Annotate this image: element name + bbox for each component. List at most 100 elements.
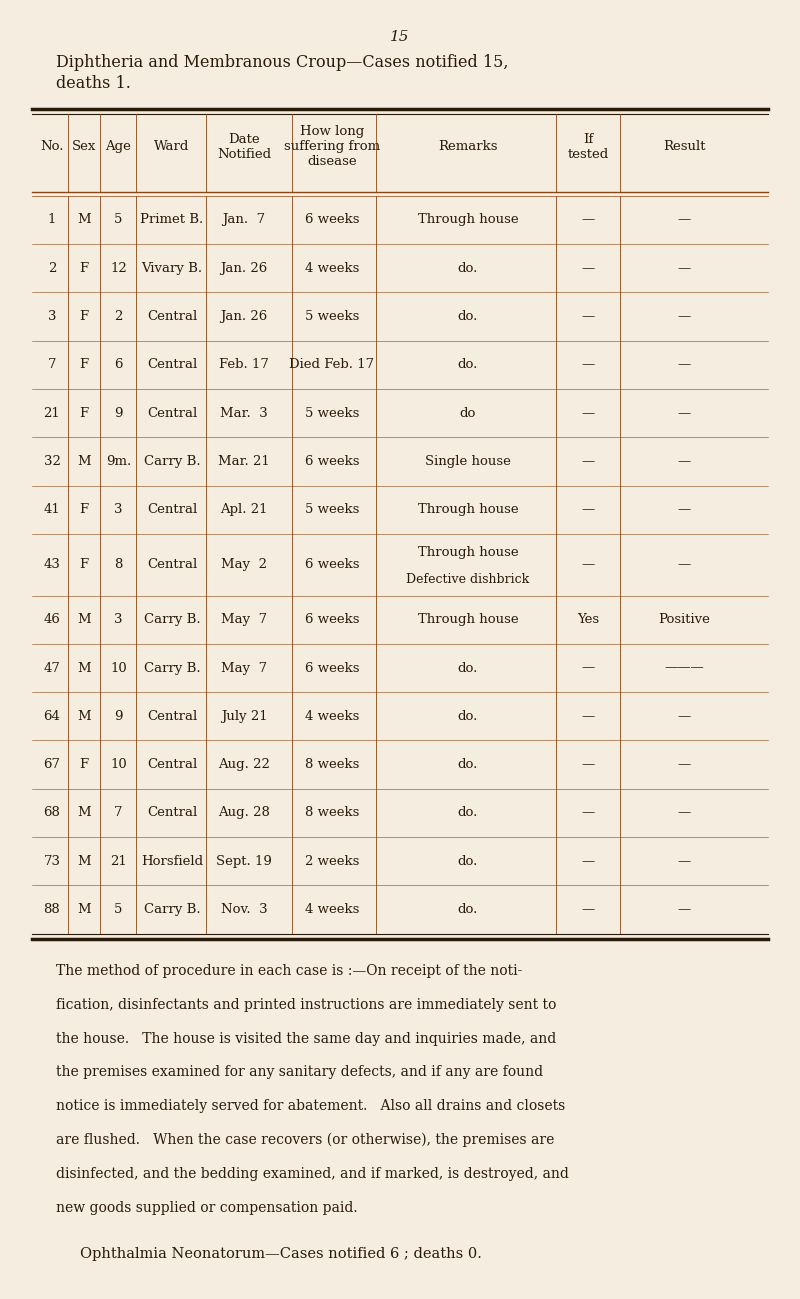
Text: —: — xyxy=(678,455,690,468)
Text: Sex: Sex xyxy=(72,140,96,153)
Text: disinfected, and the bedding examined, and if marked, is destroyed, and: disinfected, and the bedding examined, a… xyxy=(56,1167,569,1181)
Text: 9: 9 xyxy=(114,407,122,420)
Text: do.: do. xyxy=(458,359,478,372)
Text: 67: 67 xyxy=(43,759,61,772)
Text: 10: 10 xyxy=(110,661,126,674)
Text: Apl. 21: Apl. 21 xyxy=(220,503,268,516)
Text: Single house: Single house xyxy=(425,455,511,468)
Text: 1: 1 xyxy=(48,213,56,226)
Text: 2: 2 xyxy=(114,310,122,323)
Text: Through house: Through house xyxy=(418,503,518,516)
Text: Died Feb. 17: Died Feb. 17 xyxy=(290,359,374,372)
Text: —: — xyxy=(582,807,594,820)
Text: M: M xyxy=(77,709,91,722)
Text: 2: 2 xyxy=(48,261,56,274)
Text: —: — xyxy=(582,903,594,916)
Text: Central: Central xyxy=(147,709,197,722)
Text: 9: 9 xyxy=(114,709,122,722)
Text: the house.   The house is visited the same day and inquiries made, and: the house. The house is visited the same… xyxy=(56,1031,556,1046)
Text: 73: 73 xyxy=(43,855,61,868)
Text: 4 weeks: 4 weeks xyxy=(305,903,359,916)
Text: 41: 41 xyxy=(44,503,60,516)
Text: F: F xyxy=(79,503,89,516)
Text: Central: Central xyxy=(147,559,197,572)
Text: —: — xyxy=(678,407,690,420)
Text: Central: Central xyxy=(147,407,197,420)
Text: Through house: Through house xyxy=(418,213,518,226)
Text: 8: 8 xyxy=(114,559,122,572)
Text: 88: 88 xyxy=(44,903,60,916)
Text: 8 weeks: 8 weeks xyxy=(305,807,359,820)
Text: 3: 3 xyxy=(114,613,122,626)
Text: Remarks: Remarks xyxy=(438,140,498,153)
Text: Defective dishbrick: Defective dishbrick xyxy=(406,573,530,586)
Text: 4 weeks: 4 weeks xyxy=(305,261,359,274)
Text: 7: 7 xyxy=(48,359,56,372)
Text: the premises examined for any sanitary defects, and if any are found: the premises examined for any sanitary d… xyxy=(56,1065,543,1079)
Text: do.: do. xyxy=(458,903,478,916)
Text: 21: 21 xyxy=(44,407,60,420)
Text: F: F xyxy=(79,310,89,323)
Text: Nov.  3: Nov. 3 xyxy=(221,903,267,916)
Text: The method of procedure in each case is :—On receipt of the noti-: The method of procedure in each case is … xyxy=(56,964,522,978)
Text: —: — xyxy=(582,261,594,274)
Text: No.: No. xyxy=(40,140,64,153)
Text: Positive: Positive xyxy=(658,613,710,626)
Text: —: — xyxy=(582,455,594,468)
Text: 5 weeks: 5 weeks xyxy=(305,407,359,420)
Text: Ophthalmia Neonatorum—Cases notified 6 ; deaths 0.: Ophthalmia Neonatorum—Cases notified 6 ;… xyxy=(80,1247,482,1260)
Text: M: M xyxy=(77,855,91,868)
Text: 8 weeks: 8 weeks xyxy=(305,759,359,772)
Text: are flushed.   When the case recovers (or otherwise), the premises are: are flushed. When the case recovers (or … xyxy=(56,1133,554,1147)
Text: 6 weeks: 6 weeks xyxy=(305,661,359,674)
Text: 6 weeks: 6 weeks xyxy=(305,213,359,226)
Text: Sept. 19: Sept. 19 xyxy=(216,855,272,868)
Text: Horsfield: Horsfield xyxy=(141,855,203,868)
Text: Central: Central xyxy=(147,503,197,516)
Text: Through house: Through house xyxy=(418,613,518,626)
Text: Carry B.: Carry B. xyxy=(144,661,200,674)
Text: —: — xyxy=(678,709,690,722)
Text: —: — xyxy=(582,407,594,420)
Text: 6 weeks: 6 weeks xyxy=(305,455,359,468)
Text: —: — xyxy=(678,503,690,516)
Text: —: — xyxy=(678,310,690,323)
Text: M: M xyxy=(77,455,91,468)
Text: May  2: May 2 xyxy=(221,559,267,572)
Text: new goods supplied or compensation paid.: new goods supplied or compensation paid. xyxy=(56,1200,358,1215)
Text: —: — xyxy=(582,213,594,226)
Text: 32: 32 xyxy=(43,455,61,468)
Text: F: F xyxy=(79,759,89,772)
Text: Result: Result xyxy=(662,140,706,153)
Text: —: — xyxy=(582,709,594,722)
Text: 6 weeks: 6 weeks xyxy=(305,559,359,572)
Text: notice is immediately served for abatement.   Also all drains and closets: notice is immediately served for abateme… xyxy=(56,1099,566,1113)
Text: 6: 6 xyxy=(114,359,122,372)
Text: If
tested: If tested xyxy=(567,132,609,161)
Text: do.: do. xyxy=(458,709,478,722)
Text: do.: do. xyxy=(458,261,478,274)
Text: ———: ——— xyxy=(664,661,704,674)
Text: 6 weeks: 6 weeks xyxy=(305,613,359,626)
Text: Carry B.: Carry B. xyxy=(144,455,200,468)
Text: Jan. 26: Jan. 26 xyxy=(220,261,268,274)
Text: 5 weeks: 5 weeks xyxy=(305,310,359,323)
Text: 7: 7 xyxy=(114,807,122,820)
Text: 5: 5 xyxy=(114,903,122,916)
Text: Yes: Yes xyxy=(577,613,599,626)
Text: do.: do. xyxy=(458,759,478,772)
Text: F: F xyxy=(79,407,89,420)
Text: 9m.: 9m. xyxy=(106,455,131,468)
Text: —: — xyxy=(582,310,594,323)
Text: 2 weeks: 2 weeks xyxy=(305,855,359,868)
Text: Aug. 22: Aug. 22 xyxy=(218,759,270,772)
Text: 3: 3 xyxy=(48,310,56,323)
Text: Central: Central xyxy=(147,807,197,820)
Text: 64: 64 xyxy=(43,709,61,722)
Text: do.: do. xyxy=(458,855,478,868)
Text: 46: 46 xyxy=(43,613,61,626)
Text: Central: Central xyxy=(147,759,197,772)
Text: —: — xyxy=(582,359,594,372)
Text: M: M xyxy=(77,613,91,626)
Text: 3: 3 xyxy=(114,503,122,516)
